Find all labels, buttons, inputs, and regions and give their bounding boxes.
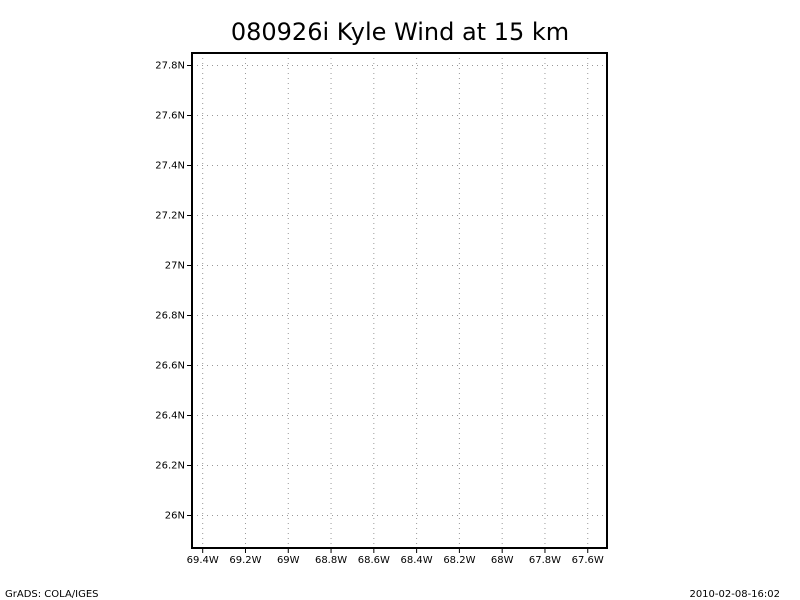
x-tick-label: 69.4W <box>187 555 219 566</box>
y-tick-label: 26.4N <box>155 411 185 422</box>
x-tick-label: 68W <box>491 555 514 566</box>
y-tick-label: 27.2N <box>155 211 185 222</box>
plot-frame <box>191 52 608 549</box>
x-tick-label: 68.2W <box>443 555 475 566</box>
y-tick-label: 26.2N <box>155 461 185 472</box>
y-tick-label: 27.4N <box>155 161 185 172</box>
y-tick-label: 26N <box>165 511 185 522</box>
y-tick-label: 27.8N <box>155 61 185 72</box>
chart-title: 080926i Kyle Wind at 15 km <box>231 18 569 46</box>
x-tick-label: 69.2W <box>229 555 261 566</box>
credit: GrADS: COLA/IGES <box>5 589 99 600</box>
x-tick-label: 68.6W <box>358 555 390 566</box>
x-tick-label: 69W <box>277 555 300 566</box>
y-tick-label: 26.8N <box>155 311 185 322</box>
x-tick-label: 68.4W <box>401 555 433 566</box>
timestamp: 2010-02-08-16:02 <box>689 589 780 600</box>
y-tick-label: 27N <box>165 261 185 272</box>
x-tick-label: 67.6W <box>572 555 604 566</box>
y-tick-label: 27.6N <box>155 111 185 122</box>
y-tick-label: 26.6N <box>155 361 185 372</box>
x-tick-label: 67.8W <box>529 555 561 566</box>
x-tick-label: 68.8W <box>315 555 347 566</box>
